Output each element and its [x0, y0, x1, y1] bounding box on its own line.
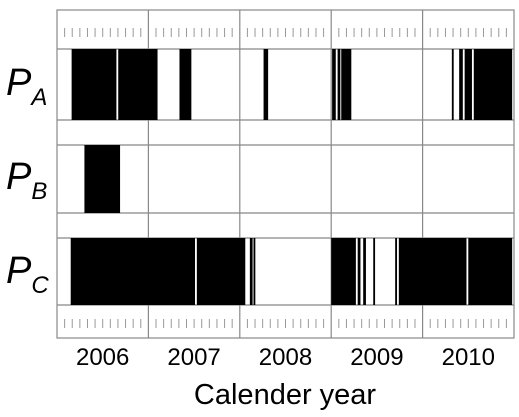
activity-bar-row-c: [357, 238, 361, 305]
activity-bar-row-c: [363, 238, 366, 305]
activity-bar-row-c: [331, 238, 356, 305]
plot-frame: [56, 9, 515, 339]
row-label-pc: PC: [6, 252, 49, 298]
activity-bar-row-a: [341, 49, 352, 120]
row-label-pb: PB: [6, 158, 47, 204]
activity-bar-row-c: [395, 238, 398, 305]
activity-bar-row-c: [373, 238, 376, 305]
activity-bar-row-a: [459, 49, 463, 120]
row-label-sub: A: [31, 84, 48, 111]
activity-bar-row-a: [71, 49, 117, 120]
row-label-main: P: [6, 156, 32, 198]
activity-bar-row-a: [337, 49, 341, 120]
activity-bar-row-a: [263, 49, 269, 120]
year-label-2010: 2010: [441, 344, 495, 371]
year-label-2006: 2006: [75, 344, 130, 371]
row-label-pa: PA: [6, 64, 47, 110]
activity-bar-row-c: [70, 238, 196, 305]
activity-bar-row-c: [468, 238, 513, 305]
row-label-main: P: [6, 62, 32, 104]
activity-bar-row-a: [118, 49, 158, 120]
activity-bar-row-c: [196, 238, 246, 305]
year-label-2009: 2009: [350, 344, 404, 371]
year-label-2008: 2008: [258, 344, 313, 371]
year-label-2007: 2007: [167, 344, 221, 371]
row-label-sub: B: [31, 178, 48, 205]
activity-bar-row-a: [179, 49, 192, 120]
activity-bar-row-a: [464, 49, 472, 120]
activity-bar-row-c: [398, 238, 467, 305]
activity-bar-row-a: [332, 49, 336, 120]
activity-bar-row-a: [451, 49, 454, 120]
x-axis-title: Calender year: [193, 379, 377, 411]
activity-bar-row-c: [253, 238, 256, 305]
activity-bar-row-a: [473, 49, 513, 120]
activity-bar-row-c: [249, 238, 253, 305]
row-label-sub: C: [31, 272, 49, 299]
activity-bar-row-b: [84, 145, 121, 213]
row-label-main: P: [6, 250, 32, 292]
